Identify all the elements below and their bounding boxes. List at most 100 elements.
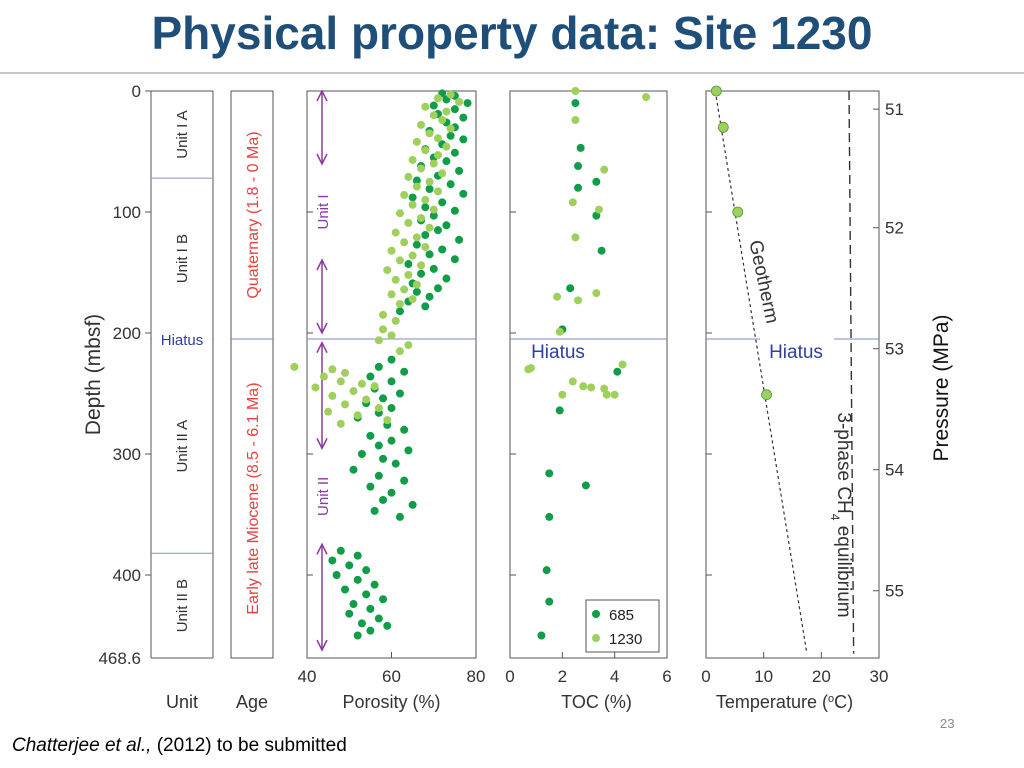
porosity-point-685 — [374, 441, 383, 450]
porosity-point-1230 — [438, 116, 447, 125]
toc-point-685 — [592, 211, 601, 220]
unit-arrow-lower-1-head-down — [316, 322, 328, 335]
porosity-point-1230 — [336, 419, 345, 428]
temperature-x-tick-label: 20 — [812, 667, 831, 686]
porosity-point-1230 — [404, 270, 413, 279]
legend-label-685: 685 — [609, 607, 634, 624]
porosity-point-1230 — [433, 94, 442, 103]
porosity-point-1230 — [421, 146, 430, 155]
toc-point-685 — [574, 183, 583, 192]
hiatus-label-background-temperature — [760, 331, 834, 354]
hiatus-label-unit: Hiatus — [161, 332, 204, 349]
pressure-tick-label: 55 — [885, 582, 904, 601]
temperature-point — [717, 121, 729, 133]
porosity-point-685 — [450, 148, 459, 157]
unit-arrow-upper-1-head-down — [316, 153, 328, 166]
porosity-point-685 — [463, 99, 472, 108]
unit-arrow-upper-1-head-up — [316, 89, 328, 102]
porosity-point-1230 — [311, 383, 320, 392]
porosity-point-685 — [442, 221, 451, 230]
porosity-point-685 — [412, 287, 421, 296]
porosity-point-1230 — [290, 362, 299, 371]
unit-arrow-upper-2-head-down — [316, 438, 328, 451]
toc-point-685 — [545, 469, 554, 478]
porosity-point-685 — [446, 131, 455, 140]
porosity-point-685 — [412, 176, 421, 185]
porosity-point-1230 — [425, 177, 434, 186]
porosity-point-1230 — [336, 377, 345, 386]
porosity-point-1230 — [446, 90, 455, 99]
porosity-point-685 — [400, 367, 409, 376]
porosity-point-1230 — [412, 280, 421, 289]
depth-tick-label: 200 — [113, 324, 141, 343]
porosity-point-1230 — [408, 251, 417, 260]
porosity-point-1230 — [328, 365, 337, 374]
porosity-point-685 — [459, 189, 468, 198]
slide-number: 23 — [940, 716, 955, 731]
porosity-point-685 — [370, 506, 379, 515]
porosity-point-685 — [433, 226, 442, 235]
porosity-point-685 — [404, 446, 413, 455]
porosity-point-1230 — [412, 137, 421, 146]
porosity-point-685 — [366, 372, 375, 381]
porosity-point-1230 — [379, 310, 388, 319]
toc-x-tick-label: 0 — [505, 667, 514, 686]
porosity-point-685 — [395, 307, 404, 316]
porosity-point-1230 — [417, 164, 426, 173]
age-column-label: Age — [236, 692, 268, 712]
porosity-point-685 — [391, 459, 400, 468]
toc-point-1230 — [553, 292, 562, 301]
legend-marker-685 — [592, 610, 600, 618]
toc-point-1230 — [618, 360, 627, 369]
porosity-point-1230 — [429, 111, 438, 120]
toc-point-1230 — [568, 377, 577, 386]
toc-point-1230 — [600, 384, 609, 393]
porosity-point-685 — [450, 255, 459, 264]
porosity-point-685 — [421, 230, 430, 239]
ch4-equilibrium-line — [848, 90, 855, 654]
porosity-point-685 — [438, 198, 447, 207]
porosity-axis-label: Porosity (%) — [342, 692, 440, 712]
toc-point-685 — [574, 162, 583, 171]
porosity-point-685 — [387, 404, 396, 413]
porosity-point-685 — [379, 394, 388, 403]
porosity-point-1230 — [387, 246, 396, 255]
toc-point-685 — [555, 406, 564, 415]
toc-point-685 — [545, 512, 554, 521]
porosity-point-685 — [455, 166, 464, 175]
toc-point-685 — [576, 143, 585, 152]
porosity-point-685 — [429, 264, 438, 273]
porosity-point-685 — [404, 260, 413, 269]
toc-point-1230 — [524, 365, 533, 374]
toc-point-685 — [537, 631, 546, 640]
porosity-point-1230 — [379, 325, 388, 334]
legend-label-1230: 1230 — [609, 631, 642, 648]
toc-point-1230 — [571, 233, 580, 242]
porosity-point-685 — [433, 284, 442, 293]
porosity-point-1230 — [412, 233, 421, 242]
porosity-point-685 — [425, 292, 434, 301]
temperature-point — [732, 206, 744, 218]
porosity-point-1230 — [383, 416, 392, 425]
porosity-point-1230 — [387, 290, 396, 299]
citation-rest: (2012) to be submitted — [151, 735, 347, 756]
porosity-point-685 — [353, 631, 362, 640]
porosity-point-685 — [332, 570, 341, 579]
porosity-point-1230 — [429, 205, 438, 214]
toc-point-1230 — [594, 205, 603, 214]
pressure-tick-label: 54 — [885, 461, 904, 480]
porosity-point-1230 — [417, 120, 426, 129]
porosity-point-685 — [387, 377, 396, 386]
toc-point-1230 — [558, 390, 567, 399]
unit-label: Unit I B — [174, 234, 191, 283]
toc-point-1230 — [571, 87, 580, 95]
porosity-point-685 — [421, 302, 430, 311]
porosity-point-685 — [408, 193, 417, 202]
toc-point-1230 — [555, 327, 564, 336]
legend-marker-1230 — [592, 634, 600, 642]
porosity-point-685 — [345, 609, 354, 618]
porosity-point-685 — [349, 600, 358, 609]
porosity-point-1230 — [433, 151, 442, 160]
toc-point-1230 — [587, 383, 596, 392]
porosity-point-685 — [400, 476, 409, 485]
